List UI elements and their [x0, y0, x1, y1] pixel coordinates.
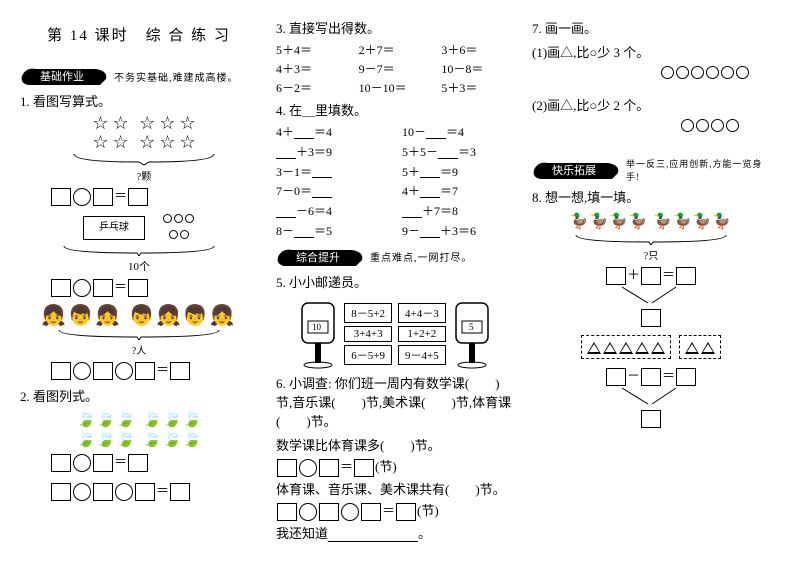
q3-i: 10－8＝ [441, 60, 514, 77]
v-lines-icon [606, 386, 696, 406]
q8-title: 8. 想一想,填一填。 [532, 187, 770, 206]
brace-icon [69, 152, 219, 166]
badge-ext: 快乐拓展 举一反三,应用创新,方能一览身手! [532, 157, 770, 183]
v-lines-icon [606, 285, 696, 305]
q7-a: (1)画△,比○少 3 个。 [532, 42, 770, 61]
q3-i: 9－7＝ [359, 60, 432, 77]
q4-i: 7－0＝ [276, 182, 388, 200]
brace-icon [54, 328, 224, 340]
q2-eq1: ＝ [50, 451, 258, 472]
badge-tail: 举一反三,应用创新,方能一览身手! [626, 157, 770, 183]
q3-i: 5＋4＝ [276, 41, 349, 58]
expr: 9－4+5 [398, 345, 446, 365]
worksheet-page: 第 14 课时 综 合 练 习 基础作业 不务实基础,难建成高楼。 1. 看图写… [0, 0, 790, 566]
q7-title: 7. 画一画。 [532, 18, 770, 37]
q6-title: 6. 小调查: 你们班一周内有数学课( )节,音乐课( )节,美术课( )节,体… [276, 373, 514, 430]
q3-title: 3. 直接写出得数。 [276, 18, 514, 37]
q6-eq1: ＝(节) [276, 456, 514, 477]
q4-i: ＋3＝9 [276, 143, 388, 161]
q4-i: 4＋＝4 [276, 123, 388, 141]
page-title: 第 14 课时 综 合 练 习 [20, 24, 258, 45]
expr: 8－5+2 [344, 303, 392, 323]
q6-l1: 数学课比体育课多( )节。 [276, 435, 514, 454]
badge-up: 综合提升 重点难点,一网打尽。 [276, 246, 514, 268]
badge-tail: 重点难点,一网打尽。 [370, 249, 473, 264]
q1-eq1: ＝ [50, 185, 258, 206]
q6-l2: 体育课、音乐课、美术课共有( )节。 [276, 479, 514, 498]
q5-title: 5. 小小邮递员。 [276, 272, 514, 291]
kids-icon: 👧👦👧 👦👧👦👧 [20, 303, 258, 328]
q1-eq3: ＝ [50, 359, 258, 380]
badge-basic: 基础作业 不务实基础,难建成高楼。 [20, 65, 258, 87]
q7-a-circles [532, 63, 770, 79]
q2-leaves: 🍃🍃🍃 🍃🍃🍃 🍃🍃🍃 🍃🍃🍃 [20, 409, 258, 449]
q3-i: 5＋3＝ [441, 79, 514, 96]
svg-text:快乐拓展: 快乐拓展 [552, 163, 596, 177]
q3-i: 10－10＝ [359, 79, 432, 96]
brace-icon [571, 233, 731, 245]
q2-title: 2. 看图列式。 [20, 386, 258, 405]
ribbon-icon: 快乐拓展 [532, 159, 622, 181]
badge-tail: 不务实基础,难建成高楼。 [114, 69, 239, 84]
mailbox-right-icon: 5 [452, 299, 492, 369]
q4-i: 9－＋3＝6 [402, 222, 514, 240]
ten-brace: 10个 [20, 244, 258, 274]
q6-l3: 我还知道。 [276, 523, 514, 542]
q3-grid: 5＋4＝ 2＋7＝ 3＋6＝ 4＋3＝ 9－7＝ 10－8＝ 6－2＝ 10－1… [276, 41, 514, 96]
q5-colB: 4+4－3 1+2+2 9－4+5 [398, 303, 446, 365]
q4-i: 8－＝5 [276, 222, 388, 240]
q2-eq2: ＝ [50, 480, 258, 501]
q8-brace: ?只 [532, 233, 770, 262]
q7-b: (2)画△,比○少 2 个。 [532, 95, 770, 114]
expr: 4+4－3 [398, 303, 446, 323]
q1-pill-row: 乒乓球 [20, 212, 258, 244]
q8-tree2: －＝ [532, 365, 770, 428]
q4-i: －6＝4 [276, 202, 388, 220]
q6-eq2: ＝(节) [276, 500, 514, 521]
q5-mail: 10 8－5+2 3+4+3 6－5+9 4+4－3 1+2+2 9－4+5 5 [276, 299, 514, 369]
q1-title: 1. 看图写算式。 [20, 91, 258, 110]
ribbon-icon: 综合提升 [276, 246, 366, 268]
q4-i: ＋7＝8 [402, 202, 514, 220]
expr: 6－5+9 [344, 345, 392, 365]
q1-stars: ☆☆ ☆☆☆ ☆☆ ☆☆☆ ?颗 [30, 114, 258, 183]
q4-i: 5＋5－＝3 [402, 143, 514, 161]
q1-star-label: ?颗 [30, 168, 258, 183]
q4-grid: 4＋＝4 10－＝4 ＋3＝9 5＋5－＝3 3－1＝ 5＋＝9 7－0＝ 4＋… [276, 123, 514, 240]
svg-text:综合提升: 综合提升 [296, 250, 340, 264]
q3-i: 4＋3＝ [276, 60, 349, 77]
q4-i: 5＋＝9 [402, 163, 514, 181]
brace-icon [59, 244, 219, 256]
pingpong-box: 乒乓球 [83, 216, 145, 240]
q4-i: 3－1＝ [276, 163, 388, 181]
q3-i: 3＋6＝ [441, 41, 514, 58]
column-3: 7. 画一画。 (1)画△,比○少 3 个。 (2)画△,比○少 2 个。 快乐… [532, 18, 770, 548]
q4-i: 4＋＝7 [402, 182, 514, 200]
q3-i: 6－2＝ [276, 79, 349, 96]
column-2: 3. 直接写出得数。 5＋4＝ 2＋7＝ 3＋6＝ 4＋3＝ 9－7＝ 10－8… [276, 18, 514, 548]
q8-shapes [532, 335, 770, 363]
expr: 3+4+3 [344, 326, 392, 342]
column-1: 第 14 课时 综 合 练 习 基础作业 不务实基础,难建成高楼。 1. 看图写… [20, 18, 258, 548]
svg-text:10: 10 [312, 322, 322, 332]
svg-text:5: 5 [469, 322, 474, 332]
q4-title: 4. 在＿里填数。 [276, 100, 514, 119]
expr: 1+2+2 [398, 326, 446, 342]
q5-colA: 8－5+2 3+4+3 6－5+9 [344, 303, 392, 365]
q4-i: 10－＝4 [402, 123, 514, 141]
people-brace: ?人 [20, 328, 258, 357]
q7-b-circles [532, 116, 770, 132]
q1-eq2: ＝ [50, 276, 258, 297]
q3-i: 2＋7＝ [359, 41, 432, 58]
mailbox-left-icon: 10 [298, 299, 338, 369]
ribbon-icon: 基础作业 [20, 65, 110, 87]
q8-tree1: ＋＝ [532, 264, 770, 327]
svg-text:基础作业: 基础作业 [40, 70, 84, 83]
dots-icon [162, 212, 195, 244]
ducks-icon: 🦆🦆🦆🦆 🦆🦆🦆🦆 [532, 212, 770, 231]
